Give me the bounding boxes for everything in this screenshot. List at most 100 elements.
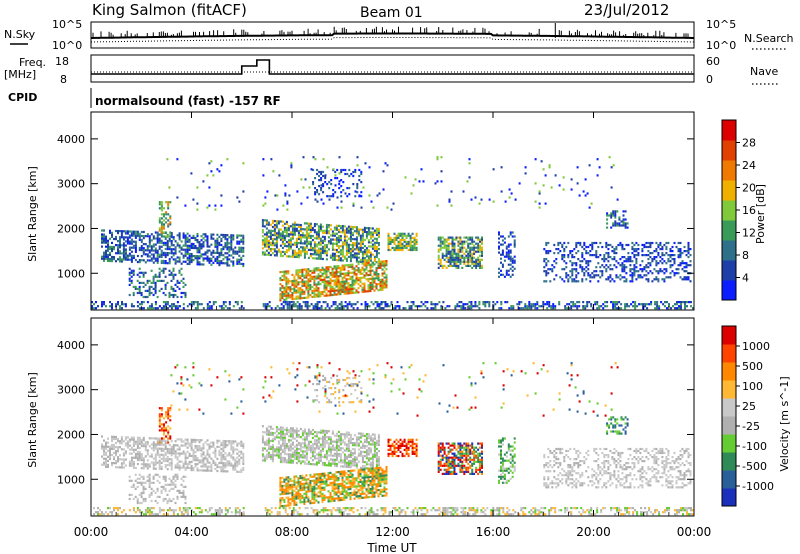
data-pixel [373,247,376,250]
data-pixel [188,466,191,470]
data-pixel [670,307,672,310]
data-pixel [316,200,319,203]
data-pixel [296,307,299,310]
data-pixel [453,256,456,259]
data-pixel [441,256,444,259]
data-pixel [224,301,227,304]
data-pixel [138,442,141,445]
data-pixel [380,307,383,310]
data-pixel [169,221,172,224]
data-pixel [297,287,300,290]
data-pixel [684,303,686,306]
data-pixel [324,174,327,177]
data-pixel [612,224,615,227]
data-pixel [307,280,310,283]
data-pixel [363,261,366,264]
data-pixel [685,254,688,257]
data-pixel [606,301,609,304]
data-pixel [271,240,274,243]
data-pixel [289,255,292,258]
data-pixel [170,481,173,484]
data-pixel [152,449,155,452]
colorbar-segment [722,220,736,241]
data-pixel [285,290,288,293]
data-pixel [319,257,322,260]
data-pixel [405,240,408,243]
data-pixel [297,281,300,284]
data-pixel [198,441,201,444]
data-pixel [158,241,161,244]
data-pixel [315,245,318,248]
data-pixel [210,467,213,470]
data-pixel [323,231,326,234]
data-pixel [474,301,477,304]
data-pixel [305,238,308,241]
data-pixel [319,291,322,294]
data-pixel [238,470,241,473]
data-pixel [459,236,462,239]
data-pixel [172,275,175,278]
data-pixel [426,307,429,310]
data-pixel [468,305,471,308]
data-pixel [156,279,159,282]
data-pixel [132,483,135,486]
data-pixel [299,277,302,280]
data-pixel [361,238,364,241]
data-pixel [132,293,135,297]
data-pixel [261,439,264,442]
data-pixel [685,266,688,269]
data-pixel [160,415,163,418]
data-pixel [265,457,268,460]
data-pixel [242,468,245,472]
data-pixel [178,232,181,235]
data-pixel [158,425,161,428]
data-pixel [119,236,121,239]
nave-tick-bottom: 0 [706,73,713,86]
data-pixel [415,232,418,235]
data-pixel [132,440,135,443]
data-pixel [306,303,309,306]
data-pixel [347,288,350,291]
data-pixel [285,272,288,275]
data-pixel [130,246,133,249]
data-pixel [226,440,229,443]
data-pixel [344,192,347,195]
data-pixel [202,445,205,448]
data-pixel [361,276,364,279]
data-pixel [356,185,359,188]
data-pixel [534,158,537,161]
data-pixel [200,453,203,456]
data-pixel [348,301,351,304]
data-pixel [568,307,571,310]
data-pixel [138,267,141,270]
data-pixel [528,301,531,304]
data-pixel [275,434,278,437]
data-pixel [349,252,352,255]
data-pixel [513,235,516,238]
data-pixel [293,233,296,236]
data-pixel [665,270,668,273]
data-pixel [340,170,343,174]
data-pixel [373,231,376,234]
data-pixel [156,241,159,244]
data-pixel [224,440,227,443]
data-pixel [303,296,306,299]
data-pixel [180,252,183,255]
data-pixel [593,276,596,279]
data-pixel [267,431,270,434]
data-pixel [337,281,340,284]
data-pixel [557,252,560,255]
data-pixel [297,233,300,237]
data-pixel [134,236,137,239]
data-pixel [134,448,137,451]
data-pixel [371,247,374,250]
data-pixel [226,242,229,245]
data-pixel [635,266,638,269]
data-pixel [279,228,282,231]
data-pixel [167,207,170,210]
data-pixel [610,214,613,217]
data-pixel [498,245,500,248]
data-pixel [178,452,181,455]
data-pixel [190,258,193,262]
data-pixel [287,453,290,456]
